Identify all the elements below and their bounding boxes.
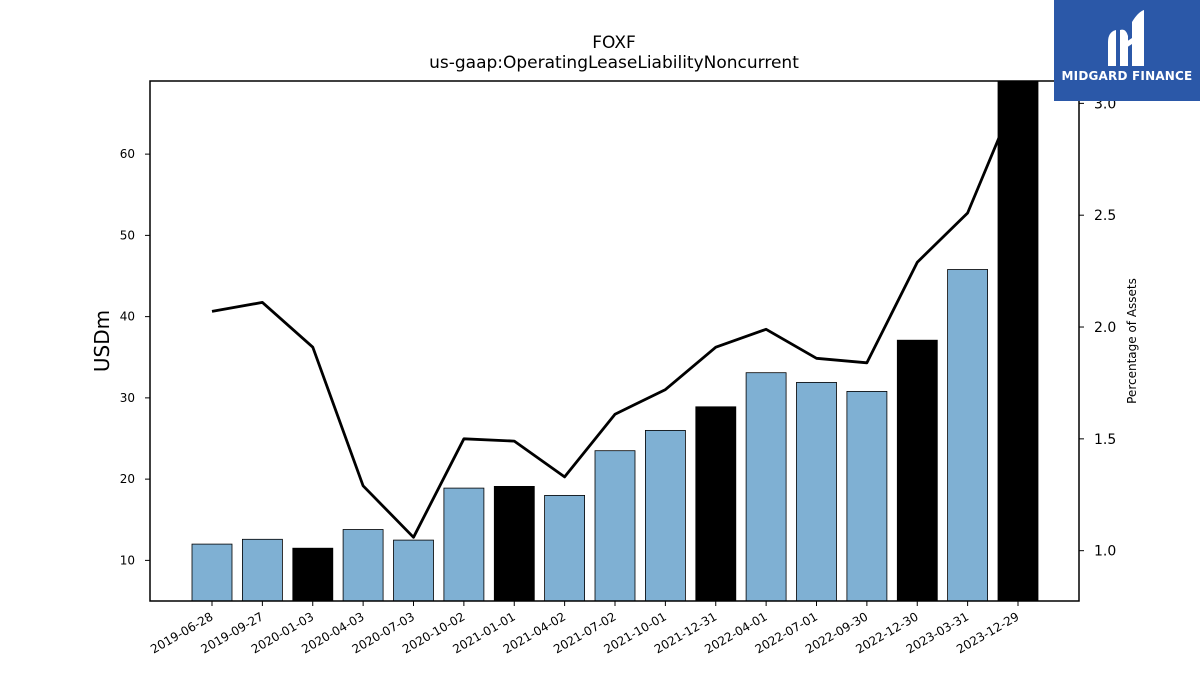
bar-2021-04-02: [544, 494, 585, 602]
y-axis-label-left: USDm: [90, 310, 114, 372]
y-tick-label-left: 40: [120, 310, 135, 324]
y-axis-left: 10 20 30 40 50 60: [120, 147, 150, 567]
bar-2019-06-28: [191, 543, 233, 602]
y-tick-label-left: 10: [120, 553, 135, 567]
bar-2021-12-31: [695, 406, 737, 602]
bar-2021-10-01: [645, 429, 686, 602]
chart-subtitle: us-gaap:OperatingLeaseLiabilityNoncurren…: [429, 53, 799, 73]
logo-mark-icon: [1108, 10, 1144, 67]
bar-2023-03-31: [947, 269, 988, 602]
midgard-finance-logo: MIDGARD FINANCE: [1054, 0, 1200, 101]
line-group: [211, 91, 1020, 539]
bar-2021-01-01: [493, 485, 535, 602]
bar-2020-10-02: [443, 487, 485, 602]
bar-2023-12-29: [997, 80, 1039, 602]
y-tick-label-left: 20: [120, 472, 135, 486]
y-tick-label-left: 50: [120, 228, 135, 242]
bar-2020-07-03: [393, 539, 434, 602]
y-tick-label-right: 1.5: [1094, 432, 1116, 448]
bar-2019-09-27: [241, 538, 283, 602]
bar-2022-07-01: [796, 381, 837, 602]
chart-title: FOXF: [592, 33, 636, 53]
bars-group: [191, 80, 1039, 602]
bar-2021-07-02: [594, 450, 636, 602]
y-tick-label-right: 2.5: [1094, 208, 1116, 224]
bar-2020-04-03: [342, 529, 384, 602]
bar-2020-01-03: [292, 547, 334, 602]
y-tick-label-left: 60: [120, 147, 135, 161]
percentage-line: [211, 91, 1020, 539]
x-axis: 2019-06-282019-09-272020-01-032020-04-03…: [148, 601, 1022, 656]
y-tick-label-right: 1.0: [1094, 544, 1116, 560]
y-tick-label-right: 2.0: [1094, 320, 1116, 336]
logo-text: MIDGARD FINANCE: [1061, 69, 1193, 83]
y-axis-label-right: Percentage of Assets: [1125, 278, 1139, 404]
bar-2022-12-30: [896, 339, 938, 602]
y-tick-label-left: 30: [120, 391, 135, 405]
bar-2022-04-01: [745, 372, 787, 602]
bar-2022-09-30: [846, 390, 888, 602]
y-axis-right: 1.01.52.02.53.0: [1079, 96, 1116, 560]
